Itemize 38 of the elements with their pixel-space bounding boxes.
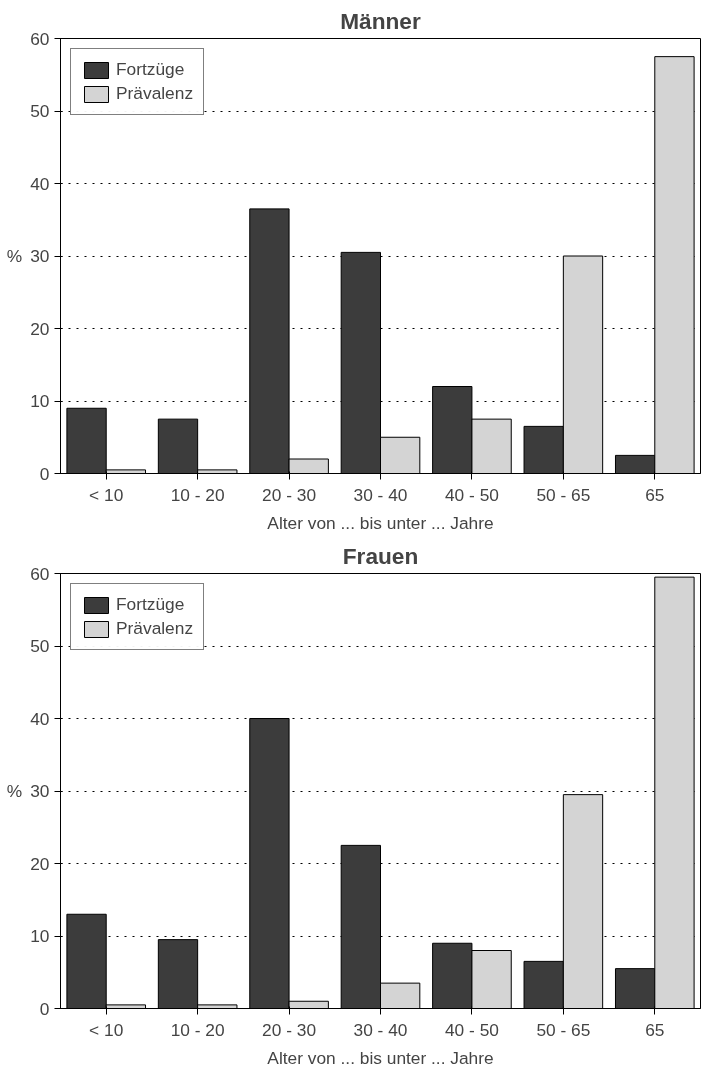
y-tick-label: 60 xyxy=(30,28,50,49)
legend-label: Fortzüge xyxy=(116,59,185,80)
y-tick-label: 40 xyxy=(30,173,50,194)
y-tick-label: 30 xyxy=(30,781,50,801)
x-tick-label: 50 - 65 xyxy=(536,1019,591,1040)
chart-title: Frauen xyxy=(342,542,419,569)
y-tick-label: 20 xyxy=(30,853,50,874)
chart-title: Männer xyxy=(340,7,421,34)
x-axis-title: Alter von ... bis unter ... Jahre xyxy=(267,512,494,533)
x-tick-label: 40 - 50 xyxy=(444,1019,499,1040)
y-tick-label: 0 xyxy=(39,463,50,484)
y-tick-label: 50 xyxy=(30,636,50,656)
y-tick-label: 10 xyxy=(30,391,50,411)
legend-label: Prävalenz xyxy=(116,618,194,639)
y-tick-label: 30 xyxy=(30,246,50,266)
x-tick-label: 20 - 30 xyxy=(262,484,317,505)
x-tick-label: 30 - 40 xyxy=(353,484,408,505)
y-tick-label: 50 xyxy=(30,101,50,121)
x-tick-label: 10 - 20 xyxy=(170,1019,225,1040)
legend-label: Fortzüge xyxy=(116,594,185,615)
x-axis-title: Alter von ... bis unter ... Jahre xyxy=(267,1047,494,1068)
x-tick-label: 65 xyxy=(645,484,665,505)
x-tick-label: 65 xyxy=(645,1019,665,1040)
x-tick-label: 50 - 65 xyxy=(536,484,591,505)
y-axis-title: % xyxy=(6,781,23,801)
y-axis-title: % xyxy=(6,246,23,266)
x-tick-label: < 10 xyxy=(89,484,124,505)
y-tick-label: 40 xyxy=(30,708,50,729)
y-tick-label: 60 xyxy=(30,563,50,584)
x-tick-label: 10 - 20 xyxy=(170,484,225,505)
x-tick-label: 20 - 30 xyxy=(262,1019,317,1040)
y-tick-label: 10 xyxy=(30,926,50,946)
legend-label: Prävalenz xyxy=(116,83,194,104)
x-tick-label: 30 - 40 xyxy=(353,1019,408,1040)
y-tick-label: 0 xyxy=(39,998,50,1019)
x-tick-label: 40 - 50 xyxy=(444,484,499,505)
y-tick-label: 20 xyxy=(30,318,50,339)
x-tick-label: < 10 xyxy=(89,1019,124,1040)
